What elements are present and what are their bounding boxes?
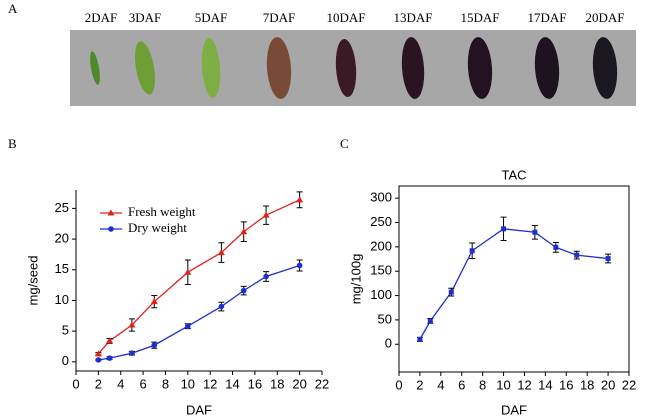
y-tick-label: 0 [385, 336, 392, 351]
x-tick-label: 6 [458, 377, 465, 392]
stage-label: 2DAF [85, 10, 118, 25]
y-tick-label: 15 [55, 261, 69, 276]
x-axis-title: DAF [501, 402, 527, 417]
marker [218, 303, 225, 310]
stage-label: 20DAF [585, 10, 624, 25]
plot-frame [398, 185, 630, 373]
x-tick-label: 2 [416, 377, 423, 392]
x-axis-title: DAF [186, 402, 212, 417]
stage-label: 15DAF [460, 10, 499, 25]
legend-label: Dry weight [128, 220, 187, 235]
x-tick-label: 20 [292, 376, 306, 391]
x-tick-label: 12 [203, 376, 217, 391]
marker [448, 289, 454, 295]
y-tick-label: 200 [370, 238, 392, 253]
marker [106, 355, 113, 361]
seed [266, 37, 292, 99]
x-tick-label: 18 [270, 376, 284, 391]
legend-marker [107, 209, 115, 216]
x-tick-label: 2 [95, 376, 102, 391]
y-tick-label: 10 [55, 292, 69, 307]
x-tick-label: 16 [248, 376, 262, 391]
marker [184, 268, 192, 275]
x-tick-label: 14 [225, 376, 239, 391]
marker [128, 321, 136, 328]
series-line [419, 228, 609, 340]
marker [95, 357, 102, 363]
y-tick-label: 0 [62, 353, 69, 368]
panel-label: A [8, 1, 18, 16]
y-axis-title: mg/seed [25, 256, 40, 306]
legend-label: Fresh weight [128, 204, 196, 219]
seed [201, 38, 221, 98]
marker [262, 211, 270, 218]
marker [217, 249, 225, 256]
y-tick-label: 250 [370, 214, 392, 229]
x-tick-label: 0 [72, 376, 79, 391]
y-tick-label: 5 [62, 323, 69, 338]
marker [263, 273, 269, 280]
stage-label: 5DAF [195, 10, 228, 25]
x-tick-label: 14 [538, 377, 552, 392]
panel-label: C [340, 136, 349, 151]
seed [534, 37, 560, 99]
x-tick-label: 12 [517, 377, 531, 392]
y-axis-title: mg/100g [348, 254, 363, 305]
y-tick-label: 25 [55, 200, 69, 215]
x-tick-label: 8 [479, 377, 486, 392]
stage-label: 17DAF [527, 10, 566, 25]
seed [467, 37, 493, 99]
stage-label: 3DAF [129, 10, 162, 25]
marker [417, 336, 423, 342]
marker [605, 256, 611, 262]
x-tick-label: 10 [181, 376, 195, 391]
y-tick-label: 100 [370, 287, 392, 302]
marker [469, 248, 475, 254]
x-tick-label: 10 [496, 377, 510, 392]
x-tick-label: 4 [437, 377, 444, 392]
legend-marker [108, 226, 114, 232]
marker [185, 323, 191, 330]
seed [401, 37, 425, 99]
marker [150, 298, 158, 305]
marker [296, 262, 303, 269]
y-tick-label: 150 [370, 263, 392, 278]
chart-title: TAC [501, 167, 526, 182]
x-tick-label: 0 [395, 377, 402, 392]
y-tick-label: 50 [378, 311, 392, 326]
stage-label: 10DAF [326, 10, 365, 25]
marker [553, 244, 559, 250]
marker [574, 252, 580, 258]
stage-label: 7DAF [263, 10, 296, 25]
x-tick-label: 22 [622, 377, 636, 392]
marker [240, 287, 247, 294]
marker [296, 196, 304, 203]
x-tick-label: 16 [559, 377, 573, 392]
x-tick-label: 18 [580, 377, 594, 392]
marker [106, 337, 114, 344]
marker [532, 229, 538, 235]
seed [90, 51, 100, 85]
y-tick-label: 300 [370, 190, 392, 205]
seed [592, 37, 618, 99]
marker [129, 350, 135, 357]
panel-label: B [8, 136, 17, 151]
marker [427, 318, 433, 324]
x-tick-label: 20 [601, 377, 615, 392]
marker [240, 228, 248, 235]
x-tick-label: 22 [315, 376, 329, 391]
seed [134, 41, 156, 95]
seed [335, 39, 357, 97]
marker [94, 350, 102, 357]
stage-label: 13DAF [393, 10, 432, 25]
y-tick-label: 20 [55, 231, 69, 246]
x-tick-label: 4 [117, 376, 124, 391]
marker [151, 342, 158, 349]
series-line [98, 264, 300, 361]
x-tick-label: 8 [162, 376, 169, 391]
marker [501, 226, 507, 232]
x-tick-label: 6 [139, 376, 146, 391]
